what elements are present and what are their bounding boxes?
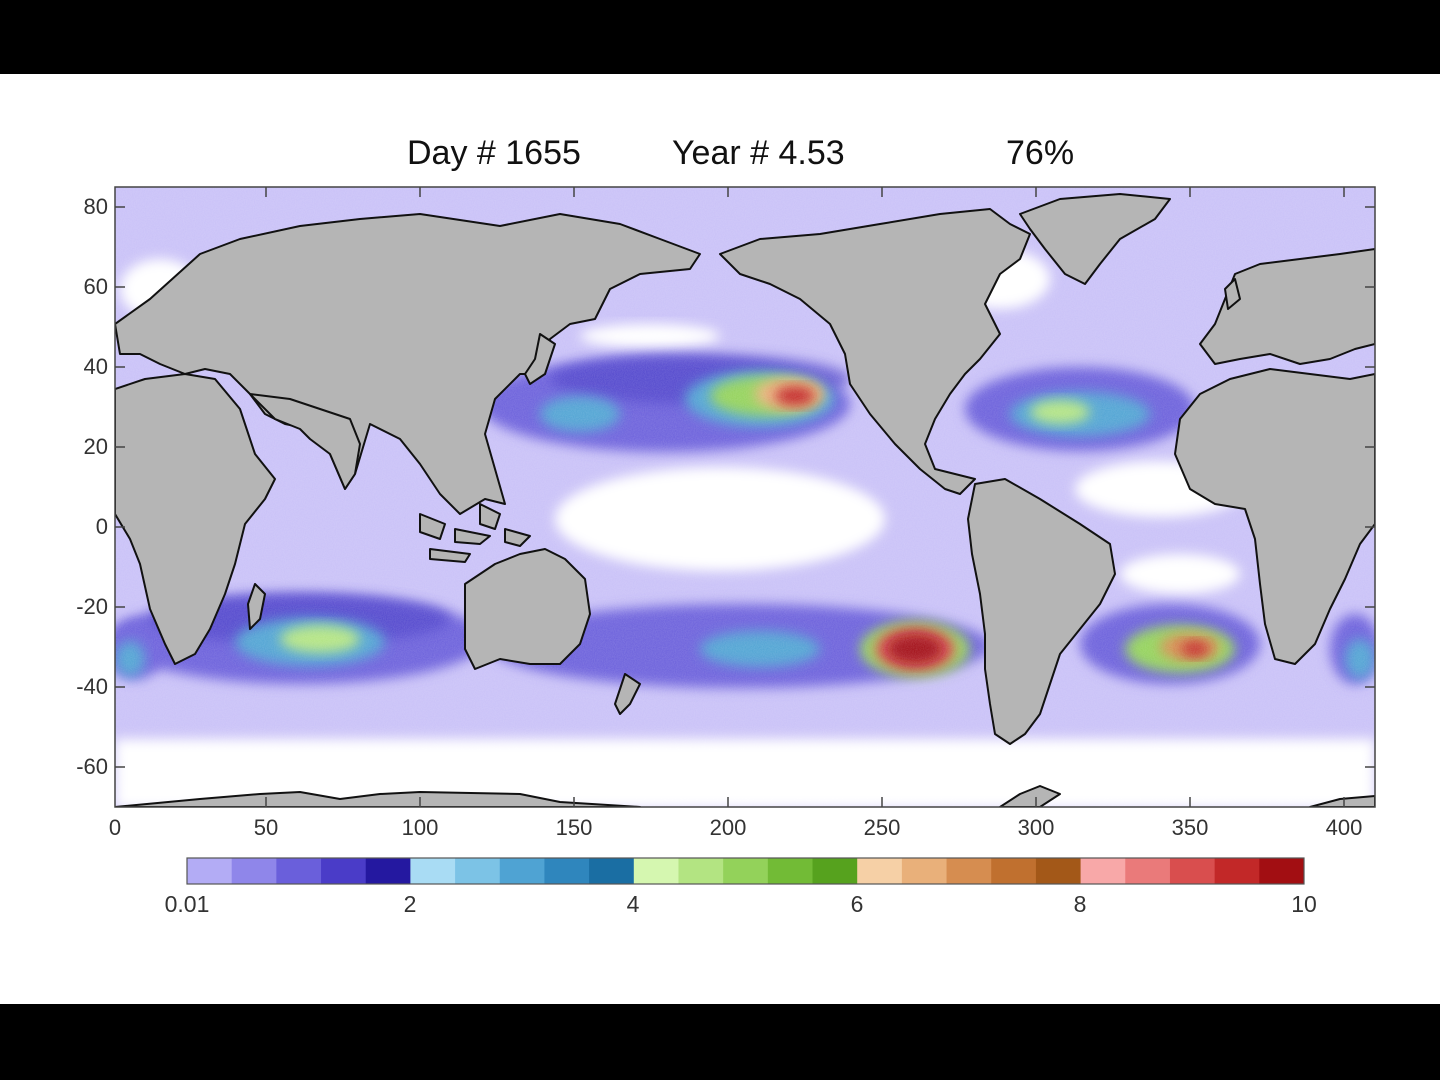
year-counter: Year # 4.53 [672, 134, 845, 172]
colorbar [186, 857, 1305, 885]
colorbar-tick-label: 2 [403, 891, 417, 917]
figure-frame: Day # 1655 Year # 4.53 76% 80 60 40 20 0… [0, 74, 1440, 1004]
x-tick-label: 150 [555, 815, 593, 840]
japan-islands [524, 333, 556, 385]
x-tick-label: 400 [1325, 815, 1363, 840]
y-tick-label: -20 [76, 594, 108, 619]
percent-indicator: 76% [1006, 134, 1075, 172]
india-landmass [249, 393, 361, 490]
colorbar-swatch [812, 858, 858, 884]
x-tick-label: 300 [1017, 815, 1055, 840]
x-tick-label: 200 [709, 815, 747, 840]
colorbar-swatch [857, 858, 903, 884]
indonesia-islands [419, 503, 531, 563]
colorbar-swatch [1214, 858, 1260, 884]
south-america-landmass [967, 478, 1116, 745]
madagascar-island [247, 583, 266, 630]
antarctica-landmass-far-east [1309, 795, 1375, 807]
colorbar-swatch [544, 858, 590, 884]
x-tick-label: 250 [863, 815, 901, 840]
colorbar-swatch [991, 858, 1037, 884]
x-tick-label: 0 [108, 815, 122, 840]
figure-canvas [114, 186, 1376, 885]
colorbar-swatch [365, 858, 411, 884]
africa-landmass-east [1174, 368, 1375, 665]
colorbar-swatch [946, 858, 992, 884]
colorbar-swatch [901, 858, 948, 884]
uk-islands [1224, 278, 1241, 310]
colorbar-frame [186, 857, 1305, 885]
europe-landmass-east [1199, 248, 1375, 365]
new-zealand-islands [614, 673, 641, 715]
colorbar-tick-label: 0.01 [164, 891, 210, 917]
axis-ticks [115, 187, 1375, 807]
colorbar-swatch [187, 858, 233, 884]
colorbar-tick-label: 10 [1291, 891, 1317, 917]
colorbar-swatch [410, 858, 456, 884]
y-tick-label: 40 [83, 354, 108, 379]
colorbar-swatch [321, 858, 367, 884]
colorbar-swatch [1169, 858, 1216, 884]
colorbar-swatch [231, 858, 277, 884]
y-tick-label: 60 [83, 274, 108, 299]
colorbar-swatch [276, 858, 322, 884]
africa-landmass [115, 373, 276, 665]
map-frame [114, 186, 1376, 808]
antarctica-landmass-east [999, 785, 1061, 807]
y-tick-label: -60 [76, 754, 108, 779]
y-tick-label: 20 [83, 434, 108, 459]
colorbar-swatch [589, 858, 635, 884]
colorbar-swatch [1035, 858, 1082, 884]
australia-landmass [464, 548, 591, 670]
map-area [115, 187, 1375, 807]
colorbar-swatch [455, 858, 501, 884]
y-tick-label: -40 [76, 674, 108, 699]
x-tick-label: 50 [253, 815, 279, 840]
y-tick-label: 80 [83, 194, 108, 219]
colorbar-swatch [1259, 858, 1305, 884]
x-tick-label: 350 [1171, 815, 1209, 840]
colorbar-tick-label: 8 [1073, 891, 1087, 917]
y-tick-label: 0 [95, 514, 108, 539]
greenland-landmass [1019, 193, 1171, 285]
x-tick-label: 100 [401, 815, 439, 840]
colorbar-swatch [767, 858, 814, 884]
colorbar-tick-label: 4 [626, 891, 640, 917]
day-counter: Day # 1655 [407, 134, 581, 172]
colorbar-swatch [678, 858, 724, 884]
colorbar-swatch [1080, 858, 1126, 884]
colorbar-swatch [1125, 858, 1171, 884]
colorbar-swatch [723, 858, 769, 884]
north-america-landmass [719, 208, 1031, 495]
land-masses [115, 193, 1375, 807]
colorbar-swatch [499, 858, 545, 884]
colorbar-swatch [633, 858, 679, 884]
antarctica-landmass [115, 791, 641, 807]
colorbar-tick-label: 6 [850, 891, 864, 917]
